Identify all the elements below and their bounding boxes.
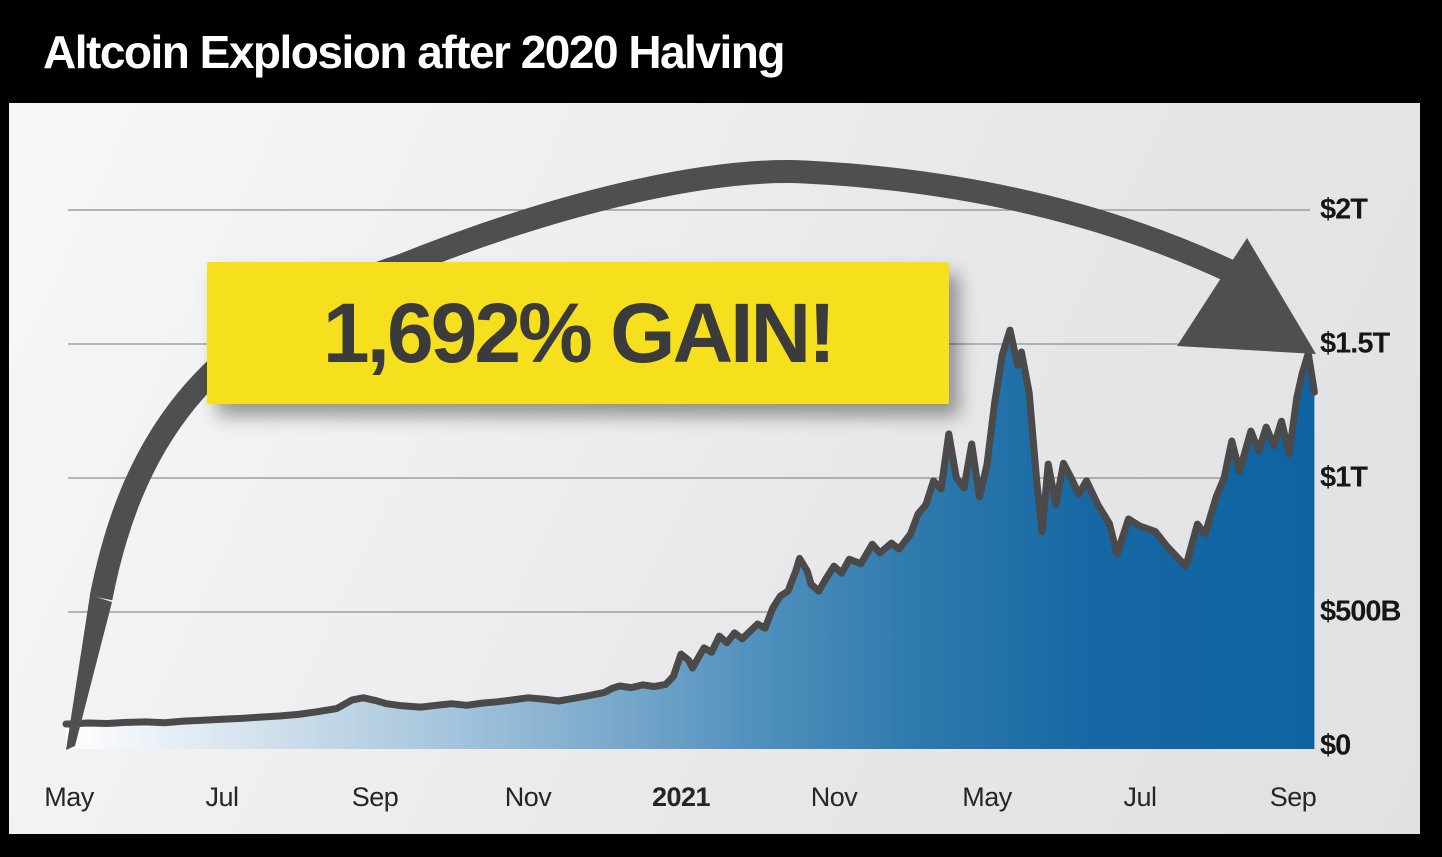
y-tick-label: $500B <box>1320 595 1401 628</box>
x-tick-label: Jul <box>1123 782 1157 812</box>
x-tick-label: Jul <box>205 782 239 812</box>
x-tick-label: May <box>44 782 94 812</box>
y-tick-label: $1.5T <box>1320 327 1390 360</box>
x-tick-label: May <box>962 782 1012 812</box>
market-cap-area <box>66 330 1315 749</box>
arrow-head <box>1177 238 1316 354</box>
x-tick-label: 2021 <box>651 782 711 812</box>
x-tick-label: Nov <box>504 782 552 812</box>
y-tick-label: $0 <box>1320 729 1351 762</box>
gain-arrow <box>66 160 1316 750</box>
y-tick-label: $2T <box>1320 193 1368 226</box>
arrow-tail-taper <box>66 595 112 750</box>
gain-badge: 1,692% GAIN! <box>207 262 949 404</box>
y-tick-label: $1T <box>1320 461 1368 494</box>
market-cap-line <box>62 326 1318 728</box>
x-tick-label: Sep <box>351 782 399 812</box>
page-title: Altcoin Explosion after 2020 Halving <box>43 26 785 78</box>
x-tick-label: Nov <box>810 782 858 812</box>
gain-badge-label: 1,692% GAIN! <box>322 285 836 380</box>
arrow-shaft <box>89 160 1237 601</box>
x-tick-label: Sep <box>1269 782 1317 812</box>
